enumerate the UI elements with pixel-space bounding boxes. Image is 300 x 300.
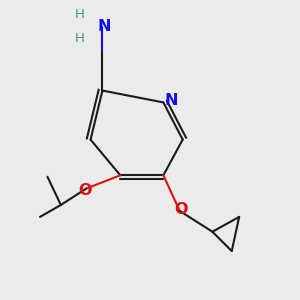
Text: N: N [164,94,178,109]
Text: H: H [75,32,85,45]
Text: N: N [97,19,111,34]
Text: O: O [78,183,92,198]
Text: O: O [175,202,188,217]
Text: H: H [75,8,85,21]
